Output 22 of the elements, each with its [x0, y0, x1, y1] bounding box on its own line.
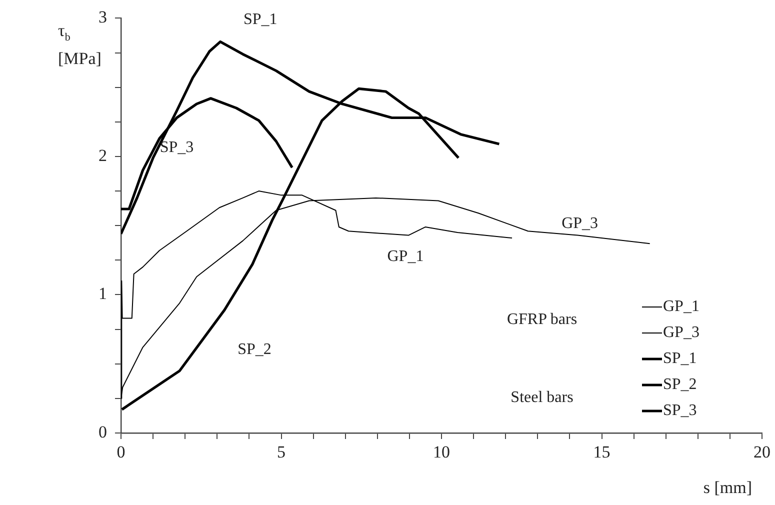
legend-label: SP_1: [663, 350, 697, 368]
legend-label: SP_3: [663, 402, 697, 420]
x-axis-title: s [mm]: [703, 478, 752, 498]
text: SP_3: [160, 138, 194, 156]
text: GP_3: [562, 214, 598, 232]
text: GP_1: [387, 248, 424, 266]
x-tick-label: 15: [593, 442, 610, 462]
x-tick-label: 10: [433, 442, 450, 462]
legend-label: GP_3: [663, 324, 700, 342]
x-tick-label: 5: [277, 442, 286, 462]
legend-label: GP_1: [663, 298, 700, 316]
y-tick-label: 1: [98, 284, 107, 304]
legend-label: SP_2: [663, 376, 697, 394]
annotation: GFRP bars: [506, 311, 578, 328]
text: SP_2: [238, 341, 272, 358]
text: SP_1: [243, 10, 278, 28]
annotation: Steel bars: [510, 389, 574, 406]
x-tick-label: 0: [116, 442, 126, 462]
x-tick-label: 20: [754, 442, 770, 462]
y-tick-label: 0: [98, 422, 107, 442]
y-tick-label: 3: [98, 8, 107, 27]
y-tick-label: 2: [98, 146, 107, 165]
